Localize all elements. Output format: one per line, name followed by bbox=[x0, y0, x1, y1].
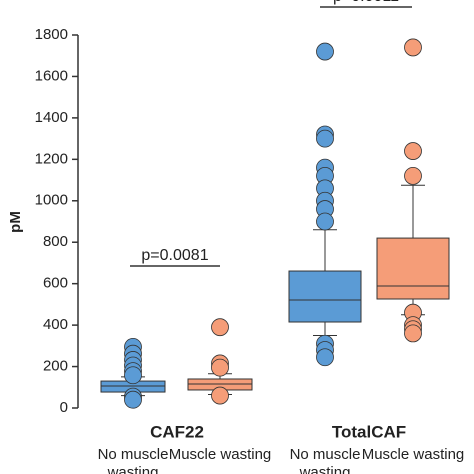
outlier bbox=[404, 167, 422, 185]
outlier bbox=[316, 348, 334, 367]
annotation: p=0.0011 bbox=[333, 0, 399, 5]
annotation: p=0.0081 bbox=[141, 247, 208, 264]
y-tick-label: 600 bbox=[43, 275, 68, 292]
category-label: CAF22 bbox=[150, 422, 204, 441]
y-tick-label: 1200 bbox=[35, 150, 68, 167]
outlier bbox=[211, 358, 229, 377]
outlier bbox=[211, 318, 229, 337]
y-axis-label: pM bbox=[7, 211, 24, 233]
box bbox=[288, 270, 362, 323]
category-label: TotalCAF bbox=[332, 422, 406, 441]
series-label: Muscle wasting bbox=[168, 446, 272, 463]
series-label: No muscle wasting bbox=[289, 446, 361, 474]
y-tick-label: 400 bbox=[43, 316, 68, 333]
y-tick-label: 1800 bbox=[35, 26, 68, 43]
y-tick-label: 1000 bbox=[35, 192, 68, 209]
outlier bbox=[404, 38, 422, 57]
outlier bbox=[404, 142, 422, 160]
outlier bbox=[316, 42, 334, 61]
y-tick-label: 1600 bbox=[35, 67, 68, 84]
y-tick-label: 800 bbox=[43, 233, 68, 250]
y-tick-label: 1400 bbox=[35, 109, 68, 126]
outlier bbox=[211, 386, 229, 405]
outlier bbox=[124, 366, 142, 385]
outlier bbox=[124, 390, 142, 409]
outlier bbox=[316, 212, 334, 231]
series-label: Muscle wasting bbox=[361, 446, 465, 463]
y-tick-label: 200 bbox=[43, 358, 68, 375]
outlier bbox=[316, 129, 334, 148]
outlier bbox=[404, 324, 422, 343]
series-label: No muscle wasting bbox=[97, 446, 169, 474]
y-tick-label: 0 bbox=[60, 399, 68, 416]
box bbox=[376, 237, 450, 300]
